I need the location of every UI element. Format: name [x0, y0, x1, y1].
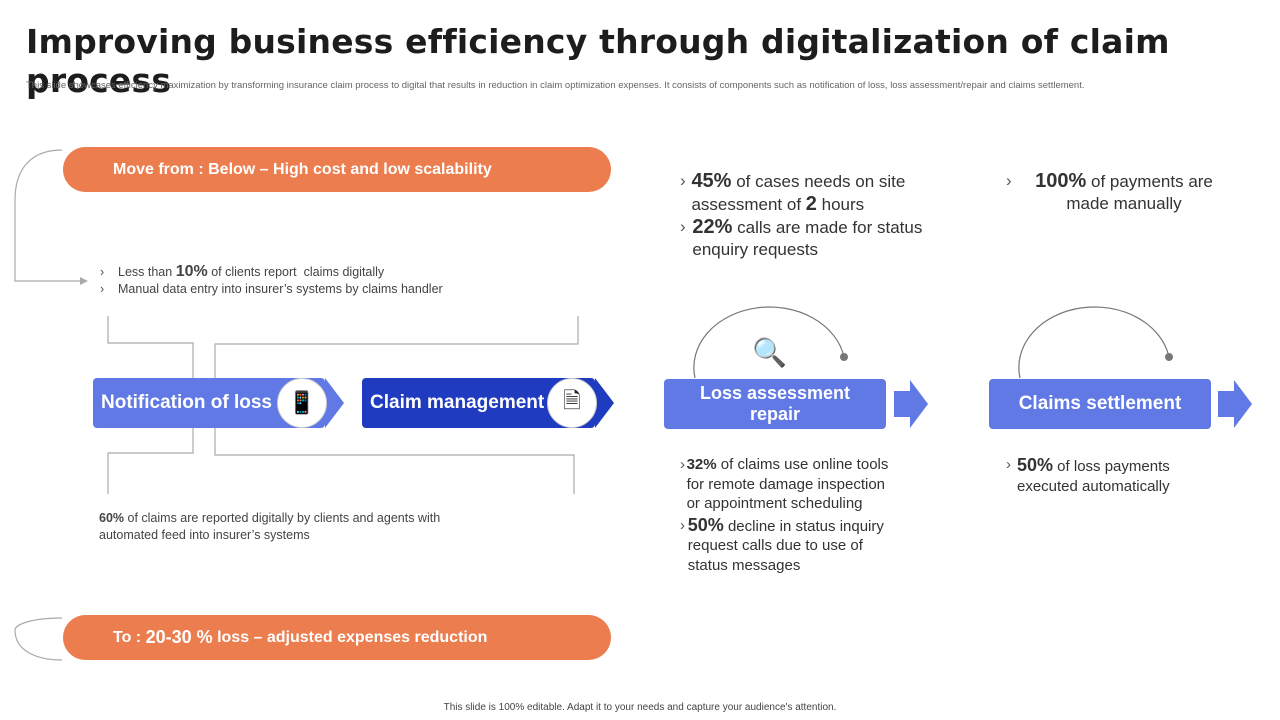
- footer-note: This slide is 100% editable. Adapt it to…: [443, 702, 837, 713]
- step-label: Loss assessment repair: [699, 383, 851, 424]
- left-top-bullets: › Less than 10% of clients report claims …: [100, 263, 443, 298]
- step-label: Claims settlement: [1018, 393, 1182, 414]
- page-subtitle: This slide showcases efficiency maximiza…: [26, 80, 1085, 91]
- stat-item: › 50% decline in status inquiry request c…: [680, 514, 889, 574]
- arrow-right-icon: [894, 380, 928, 428]
- page-title: Improving business efficiency through di…: [26, 22, 1170, 100]
- move-from-banner: Move from : Below – High cost and low sc…: [63, 147, 611, 192]
- documents-icon: 🗎: [547, 378, 597, 428]
- loss-top-stats: › 45% of cases needs on site assessment o…: [680, 170, 940, 261]
- stat-item: › 45% of cases needs on site assessment o…: [680, 170, 911, 215]
- to-suffix: loss – adjusted expenses reduction: [212, 628, 488, 646]
- settle-top-stat: › 100% of payments are made manually: [1006, 170, 1218, 213]
- move-from-text: Move from : Below – High cost and low sc…: [113, 160, 492, 178]
- bullet-item: › Less than 10% of clients report claims …: [100, 263, 385, 280]
- arrow-right-icon: [325, 378, 344, 428]
- to-prefix: To :: [113, 628, 146, 646]
- step-label: Notification of loss: [101, 392, 272, 413]
- to-value: 20-30 %: [145, 627, 213, 647]
- arrow-right-icon: [595, 378, 614, 428]
- left-bottom-note: 60% of claims are reported digitally by …: [99, 511, 444, 542]
- stat-item: › 32% of claims use online tools for remo…: [680, 456, 893, 512]
- arrow-right-icon: [1218, 380, 1252, 428]
- bullet-item: › Manual data entry into insurer’s system…: [100, 282, 443, 296]
- step-claims-settlement: Claims settlement: [989, 379, 1211, 429]
- loss-bottom-stats: › 32% of claims use online tools for remo…: [680, 455, 900, 575]
- stat-item: › 22% calls are made for status enquiry r…: [680, 216, 928, 259]
- step-label: Claim management: [370, 392, 545, 413]
- mobile-bell-icon: 📱: [277, 378, 327, 428]
- magnifier-icon: 🔍: [752, 337, 787, 368]
- settle-bottom-stat: › 50% of loss payments executed automatic…: [1006, 455, 1174, 495]
- step-loss-assessment-repair: Loss assessment repair: [664, 379, 886, 429]
- to-banner: To : 20-30 % loss – adjusted expenses re…: [63, 615, 611, 660]
